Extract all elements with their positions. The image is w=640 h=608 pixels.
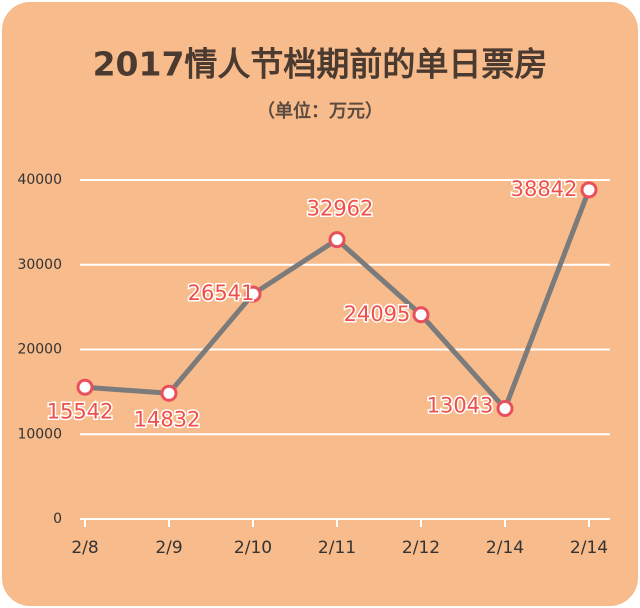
data-point	[76, 378, 94, 396]
x-tick-label: 2/8	[71, 538, 98, 558]
data-label: 15542	[47, 399, 114, 423]
data-label: 32962	[307, 197, 374, 221]
x-tick-label: 2/10	[234, 538, 272, 558]
data-point	[496, 399, 514, 417]
x-tick-label: 2/12	[402, 538, 440, 558]
data-point	[328, 231, 346, 249]
data-label: 26541	[188, 281, 255, 305]
x-tick-label: 2/14	[570, 538, 608, 558]
data-label: 24095	[344, 302, 411, 326]
data-point	[244, 285, 262, 303]
y-tick-label: 10000	[17, 426, 62, 442]
y-tick-label: 20000	[17, 342, 62, 358]
data-point	[412, 306, 430, 324]
y-tick-label: 0	[53, 511, 62, 527]
x-tick-label: 2/14	[486, 538, 524, 558]
chart-subtitle: （单位：万元）	[257, 100, 383, 122]
x-tick-label: 2/9	[155, 538, 182, 558]
x-tick-label: 2/11	[318, 538, 356, 558]
data-point	[580, 181, 598, 199]
data-label: 14832	[134, 407, 201, 431]
data-point	[160, 384, 178, 402]
y-tick-label: 40000	[17, 172, 62, 188]
y-tick-label: 30000	[17, 257, 62, 273]
data-label: 38842	[511, 177, 578, 201]
data-label: 13043	[427, 393, 494, 417]
chart-title: 2017情人节档期前的单日票房	[93, 45, 548, 84]
